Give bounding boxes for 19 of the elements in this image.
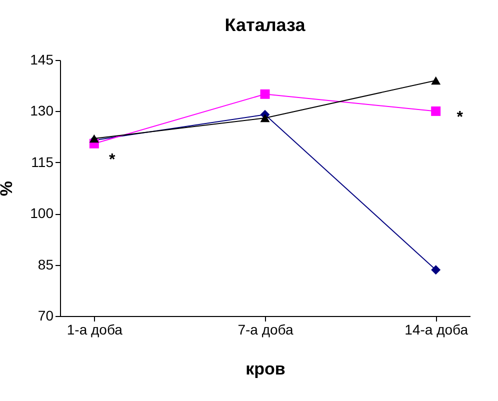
point: [431, 106, 441, 116]
y-tick-label: 115: [31, 154, 54, 170]
point: [260, 114, 270, 122]
y-tick-label: 70: [38, 308, 54, 324]
y-tick-label: 130: [30, 102, 54, 119]
annotation: *: [456, 109, 464, 126]
x-tick-label: 7-а доба: [238, 322, 294, 338]
point: [431, 76, 441, 85]
x-axis-title: кров: [246, 360, 286, 378]
y-tick-label: 100: [30, 205, 54, 222]
annotation: *: [109, 152, 116, 169]
y-tick-label: 145: [30, 52, 54, 68]
x-tick-label: 14-а доба: [404, 322, 468, 338]
x-tick-label: 1-а доба: [66, 322, 123, 338]
chart-title: Каталаза: [224, 15, 306, 35]
point: [431, 265, 441, 275]
point: [260, 89, 270, 99]
y-axis-title: %: [0, 180, 16, 196]
y-tick-label: 85: [38, 256, 54, 272]
